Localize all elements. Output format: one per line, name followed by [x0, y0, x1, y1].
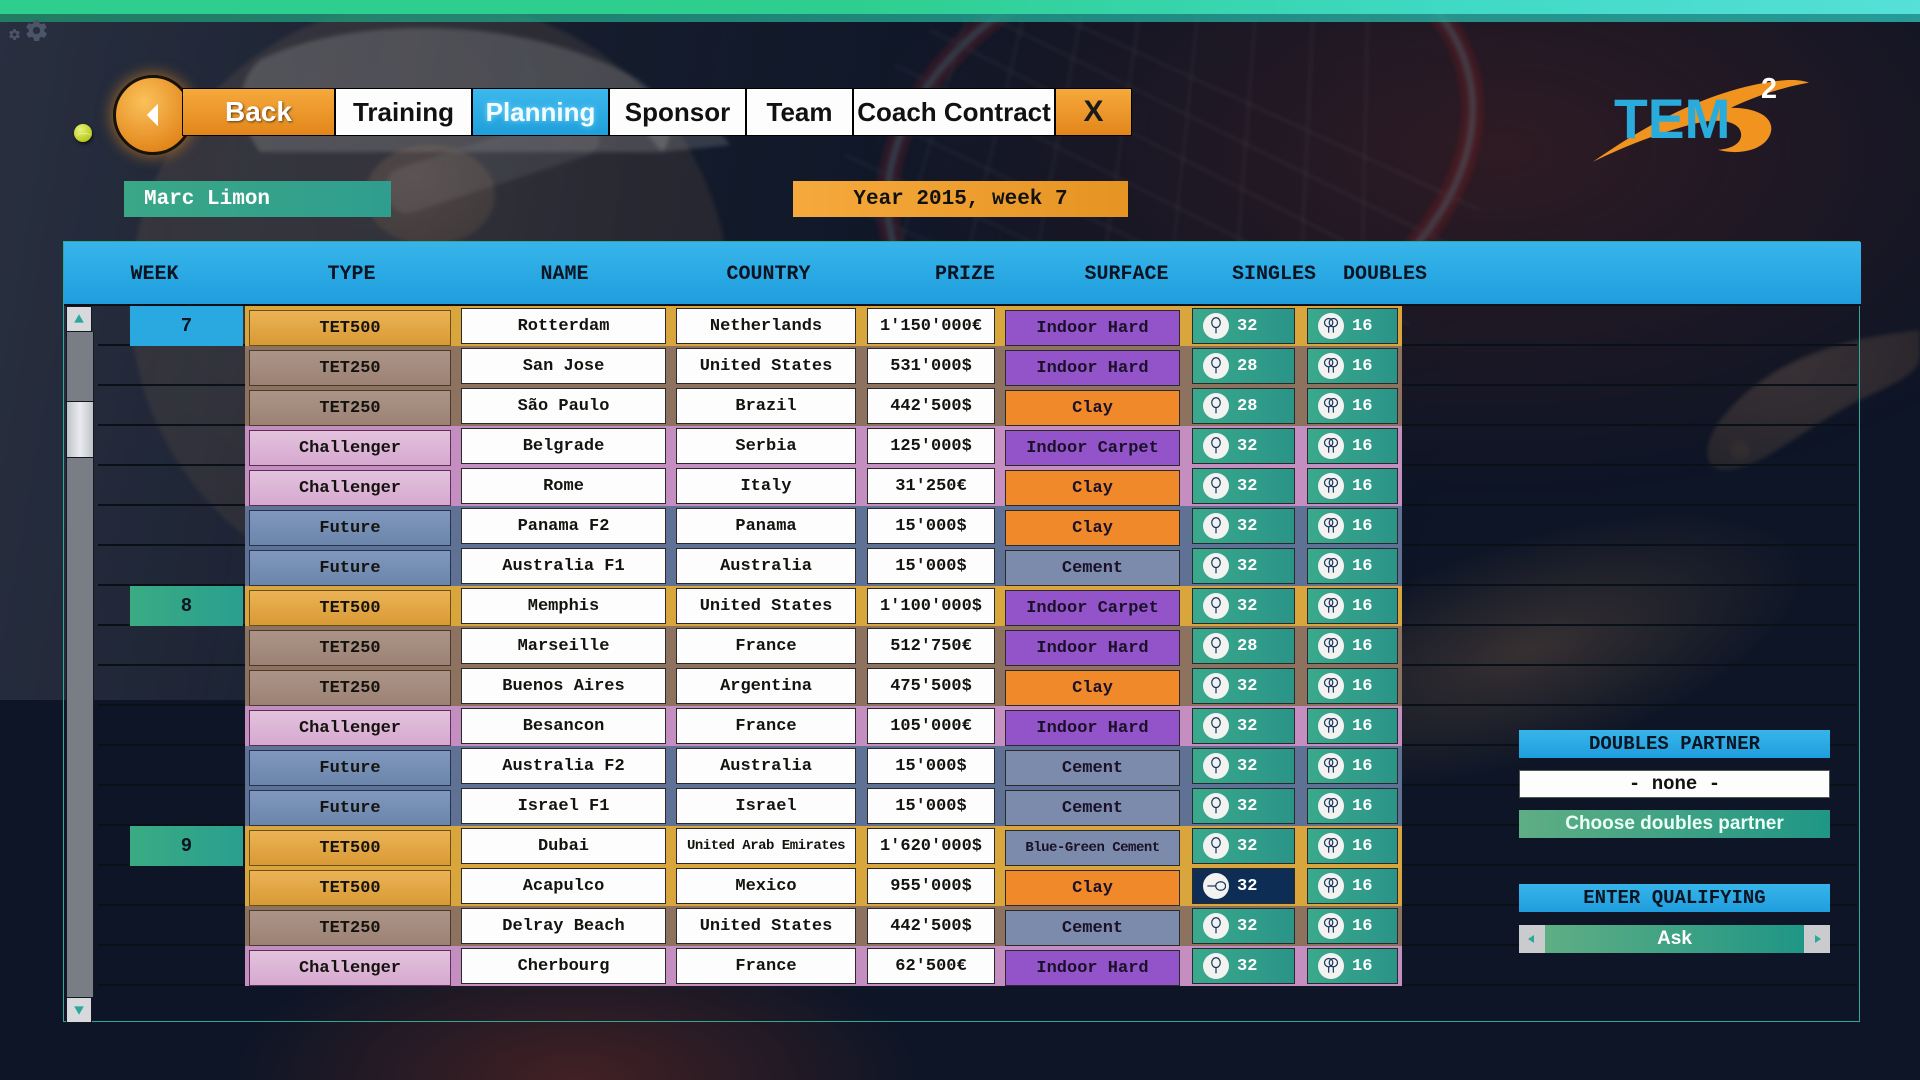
- svg-text:TEM: TEM: [1614, 88, 1731, 150]
- svg-text:2: 2: [1761, 73, 1777, 105]
